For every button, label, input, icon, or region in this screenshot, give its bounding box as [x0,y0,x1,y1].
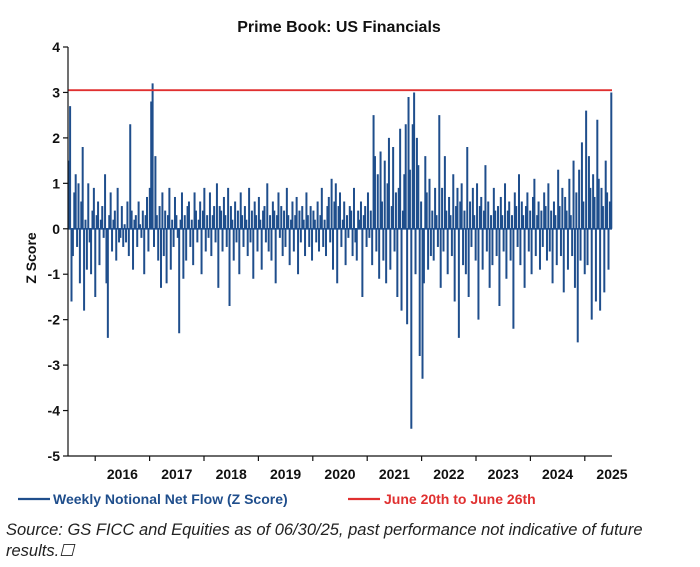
y-tick-label: -2 [48,312,61,328]
legend: Weekly Notional Net Flow (Z Score) June … [18,491,536,507]
y-tick-label: 3 [52,84,60,100]
x-tick-label: 2019 [270,466,301,482]
bars-group [67,83,613,429]
y-tick-label: 2 [52,130,60,146]
y-tick-label: -5 [48,448,61,464]
x-tick-label: 2017 [161,466,192,482]
y-tick-label: 1 [52,175,60,191]
y-tick-label: 0 [52,221,60,237]
x-tick-label: 2016 [107,466,138,482]
x-tick-label: 2025 [596,466,627,482]
x-tick-label: 2020 [324,466,355,482]
x-tick-label: 2024 [542,466,573,482]
y-tick-label: -1 [48,266,61,282]
legend-label-june-20-26: June 20th to June 26th [384,491,536,507]
x-axis-ticks: 2016 2017 2018 2019 2020 2021 2022 2023 2024 2025 [94,456,628,482]
x-tick-label: 2023 [488,466,519,482]
source-note: Source: GS FICC and Equities as of 06/30… [6,521,643,560]
chart-title: Prime Book: US Financials [237,19,441,36]
x-tick-label: 2022 [433,466,464,482]
y-axis-ticks: 4 3 2 1 0 -1 -2 -3 -4 -5 [48,39,68,464]
y-tick-label: 4 [52,39,60,55]
legend-label-weekly-flow: Weekly Notional Net Flow (Z Score) [53,491,288,507]
y-axis-label: Z Score [23,232,39,284]
x-tick-label: 2021 [379,466,410,482]
chart: Prime Book: US Financials 4 3 2 1 0 -1 -2 -3 -4 -… [18,19,628,507]
y-tick-label: -3 [48,357,61,373]
y-tick-label: -4 [48,403,61,419]
x-tick-label: 2018 [216,466,247,482]
